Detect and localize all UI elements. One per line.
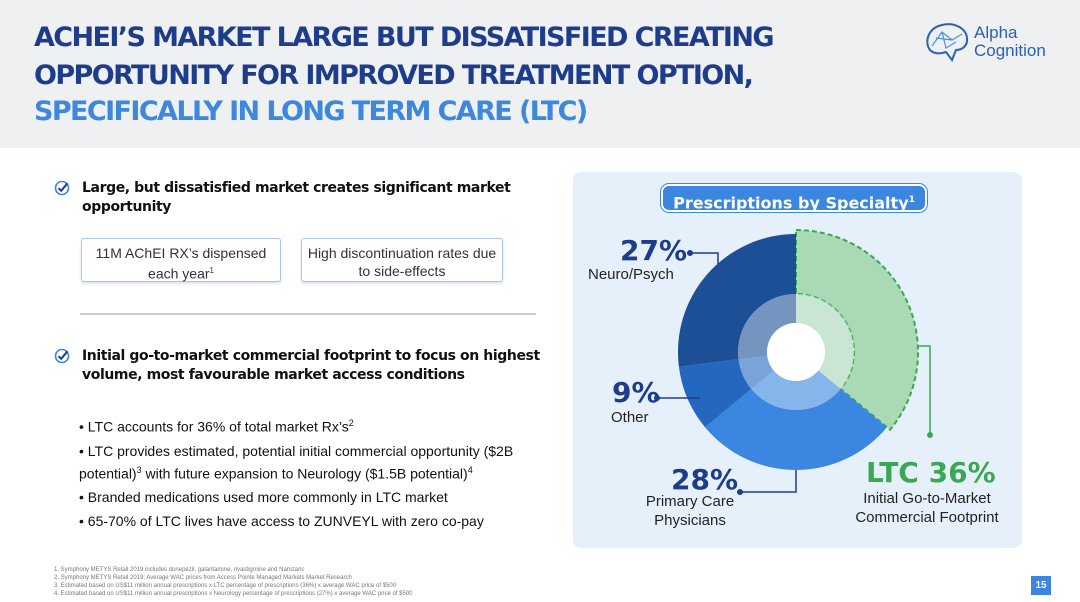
- slide-title-line-1: ACHEI’S MARKET LARGE BUT DISSATISFIED CR…: [34, 22, 775, 53]
- list-item: • 65-70% of LTC lives have access to ZUN…: [79, 512, 579, 531]
- callout-rx-dispensed: 11M AChEI RX’s dispensed each year1: [81, 238, 281, 282]
- check-circle-icon: [54, 180, 70, 196]
- list-item-text: • LTC accounts for 36% of total market R…: [79, 418, 349, 435]
- pcp-name-line-1: Primary Care: [645, 493, 735, 510]
- logo-word-1: Alpha: [974, 23, 1018, 42]
- pie-slice-primary-care-halo: [751, 370, 841, 411]
- alpha-cognition-logo: Alpha Cognition: [922, 20, 1062, 68]
- list-item-text: • LTC provides estimated, potential init…: [79, 442, 514, 482]
- check-circle-icon: [54, 348, 70, 364]
- pie-slice-primary-care: [705, 388, 887, 470]
- pie-slice-ltc: [795, 228, 919, 432]
- chart-title-text: Prescriptions by Specialty: [673, 193, 909, 213]
- pie-slice-ltc-halo: [796, 294, 854, 389]
- callout-rx-text: 11M AChEI RX’s dispensed each year: [95, 245, 267, 282]
- slide-title-line-3: SPECIFICALLY IN LONG TERM CARE (LTC): [34, 96, 588, 127]
- footnote: 2. Symphony METYS Retail 2019; Average W…: [54, 575, 352, 581]
- pie-slice-other-halo: [738, 355, 774, 389]
- pie-center-hole: [767, 323, 825, 381]
- connector-ltc-dot: [927, 432, 933, 438]
- footnotes: 1. Symphony METYS Retail 2019 includes d…: [54, 566, 413, 598]
- list-item: • LTC accounts for 36% of total market R…: [79, 414, 579, 437]
- chart-title-sup: 1: [908, 195, 915, 205]
- list-item: • Branded medications used more commonly…: [79, 488, 579, 507]
- other-percent-label: 9%: [612, 376, 660, 409]
- other-name-label: Other: [611, 409, 649, 426]
- connector-neuro-dot: [687, 250, 693, 256]
- connector-neuro: [690, 252, 719, 264]
- list-item-text: with future expansion to Neurology ($1.5…: [141, 465, 468, 482]
- footnote: 4. Estimated based on US$11 million annu…: [54, 591, 413, 597]
- footnote: 1. Symphony METYS Retail 2019 includes d…: [54, 567, 305, 573]
- connector-other-dot: [654, 395, 660, 401]
- page-number: 15: [1031, 576, 1051, 595]
- pcp-name-line-2: Physicians: [654, 512, 726, 529]
- footnote-ref: 3: [136, 464, 142, 475]
- pcp-name-label: Primary Care Physicians: [624, 492, 756, 530]
- list-item-text: • 65-70% of LTC lives have access to ZUN…: [79, 513, 484, 530]
- pie-slice-neuro-psych: [678, 234, 796, 367]
- ltc-name-label: Initial Go-to-Market Commercial Footprin…: [836, 489, 1018, 527]
- callout-discontinuation: High discontinuation rates due to side-e…: [301, 238, 503, 282]
- logo-word-2: Cognition: [974, 41, 1046, 60]
- ltc-name-line-2: Commercial Footprint: [855, 509, 999, 526]
- pie-slice-other-inner-ring: [738, 355, 774, 389]
- ltc-name-line-1: Initial Go-to-Market: [863, 490, 991, 507]
- pcp-percent-label: 28%: [671, 463, 739, 496]
- pie-slice-other: [678, 359, 752, 428]
- ltc-points-list: • LTC accounts for 36% of total market R…: [79, 414, 579, 536]
- connector-ltc: [918, 345, 931, 435]
- bullet-heading-market: Large, but dissatisfied market creates s…: [82, 180, 511, 215]
- connector-pcp: [740, 470, 797, 493]
- bullet-heading-go-to-market: Initial go-to-market commercial footprin…: [82, 348, 540, 383]
- neuro-percent-label: 27%: [620, 234, 688, 267]
- logo-wordmark: Alpha Cognition: [974, 24, 1046, 60]
- pie-slice-ltc-inner-ring: [796, 294, 854, 389]
- brain-logo-icon: [926, 23, 969, 63]
- pie-slice-neuro-psych-halo: [737, 294, 796, 360]
- connector-pcp-dot: [737, 489, 743, 495]
- slide-title-line-2: OPPORTUNITY FOR IMPROVED TREATMENT OPTIO…: [34, 60, 754, 91]
- footnote: 3. Estimated based on US$11 million annu…: [54, 583, 397, 589]
- callout-rx-sup: 1: [209, 266, 214, 275]
- list-item: • LTC provides estimated, potential init…: [79, 442, 579, 484]
- ltc-percent-label: LTC 36%: [866, 456, 996, 489]
- list-item-text: • Branded medications used more commonly…: [79, 489, 448, 506]
- header-band: [0, 0, 1080, 148]
- footnote-ref: 2: [348, 418, 354, 428]
- chart-title: Prescriptions by Specialty1: [661, 184, 927, 212]
- footnote-ref: 4: [467, 464, 473, 475]
- section-divider: [80, 313, 536, 315]
- pie-slice-primary-care-inner-ring: [751, 370, 841, 411]
- pie-slice-neuro-psych-inner-ring: [737, 294, 796, 360]
- neuro-name-label: Neuro/Psych: [588, 266, 674, 283]
